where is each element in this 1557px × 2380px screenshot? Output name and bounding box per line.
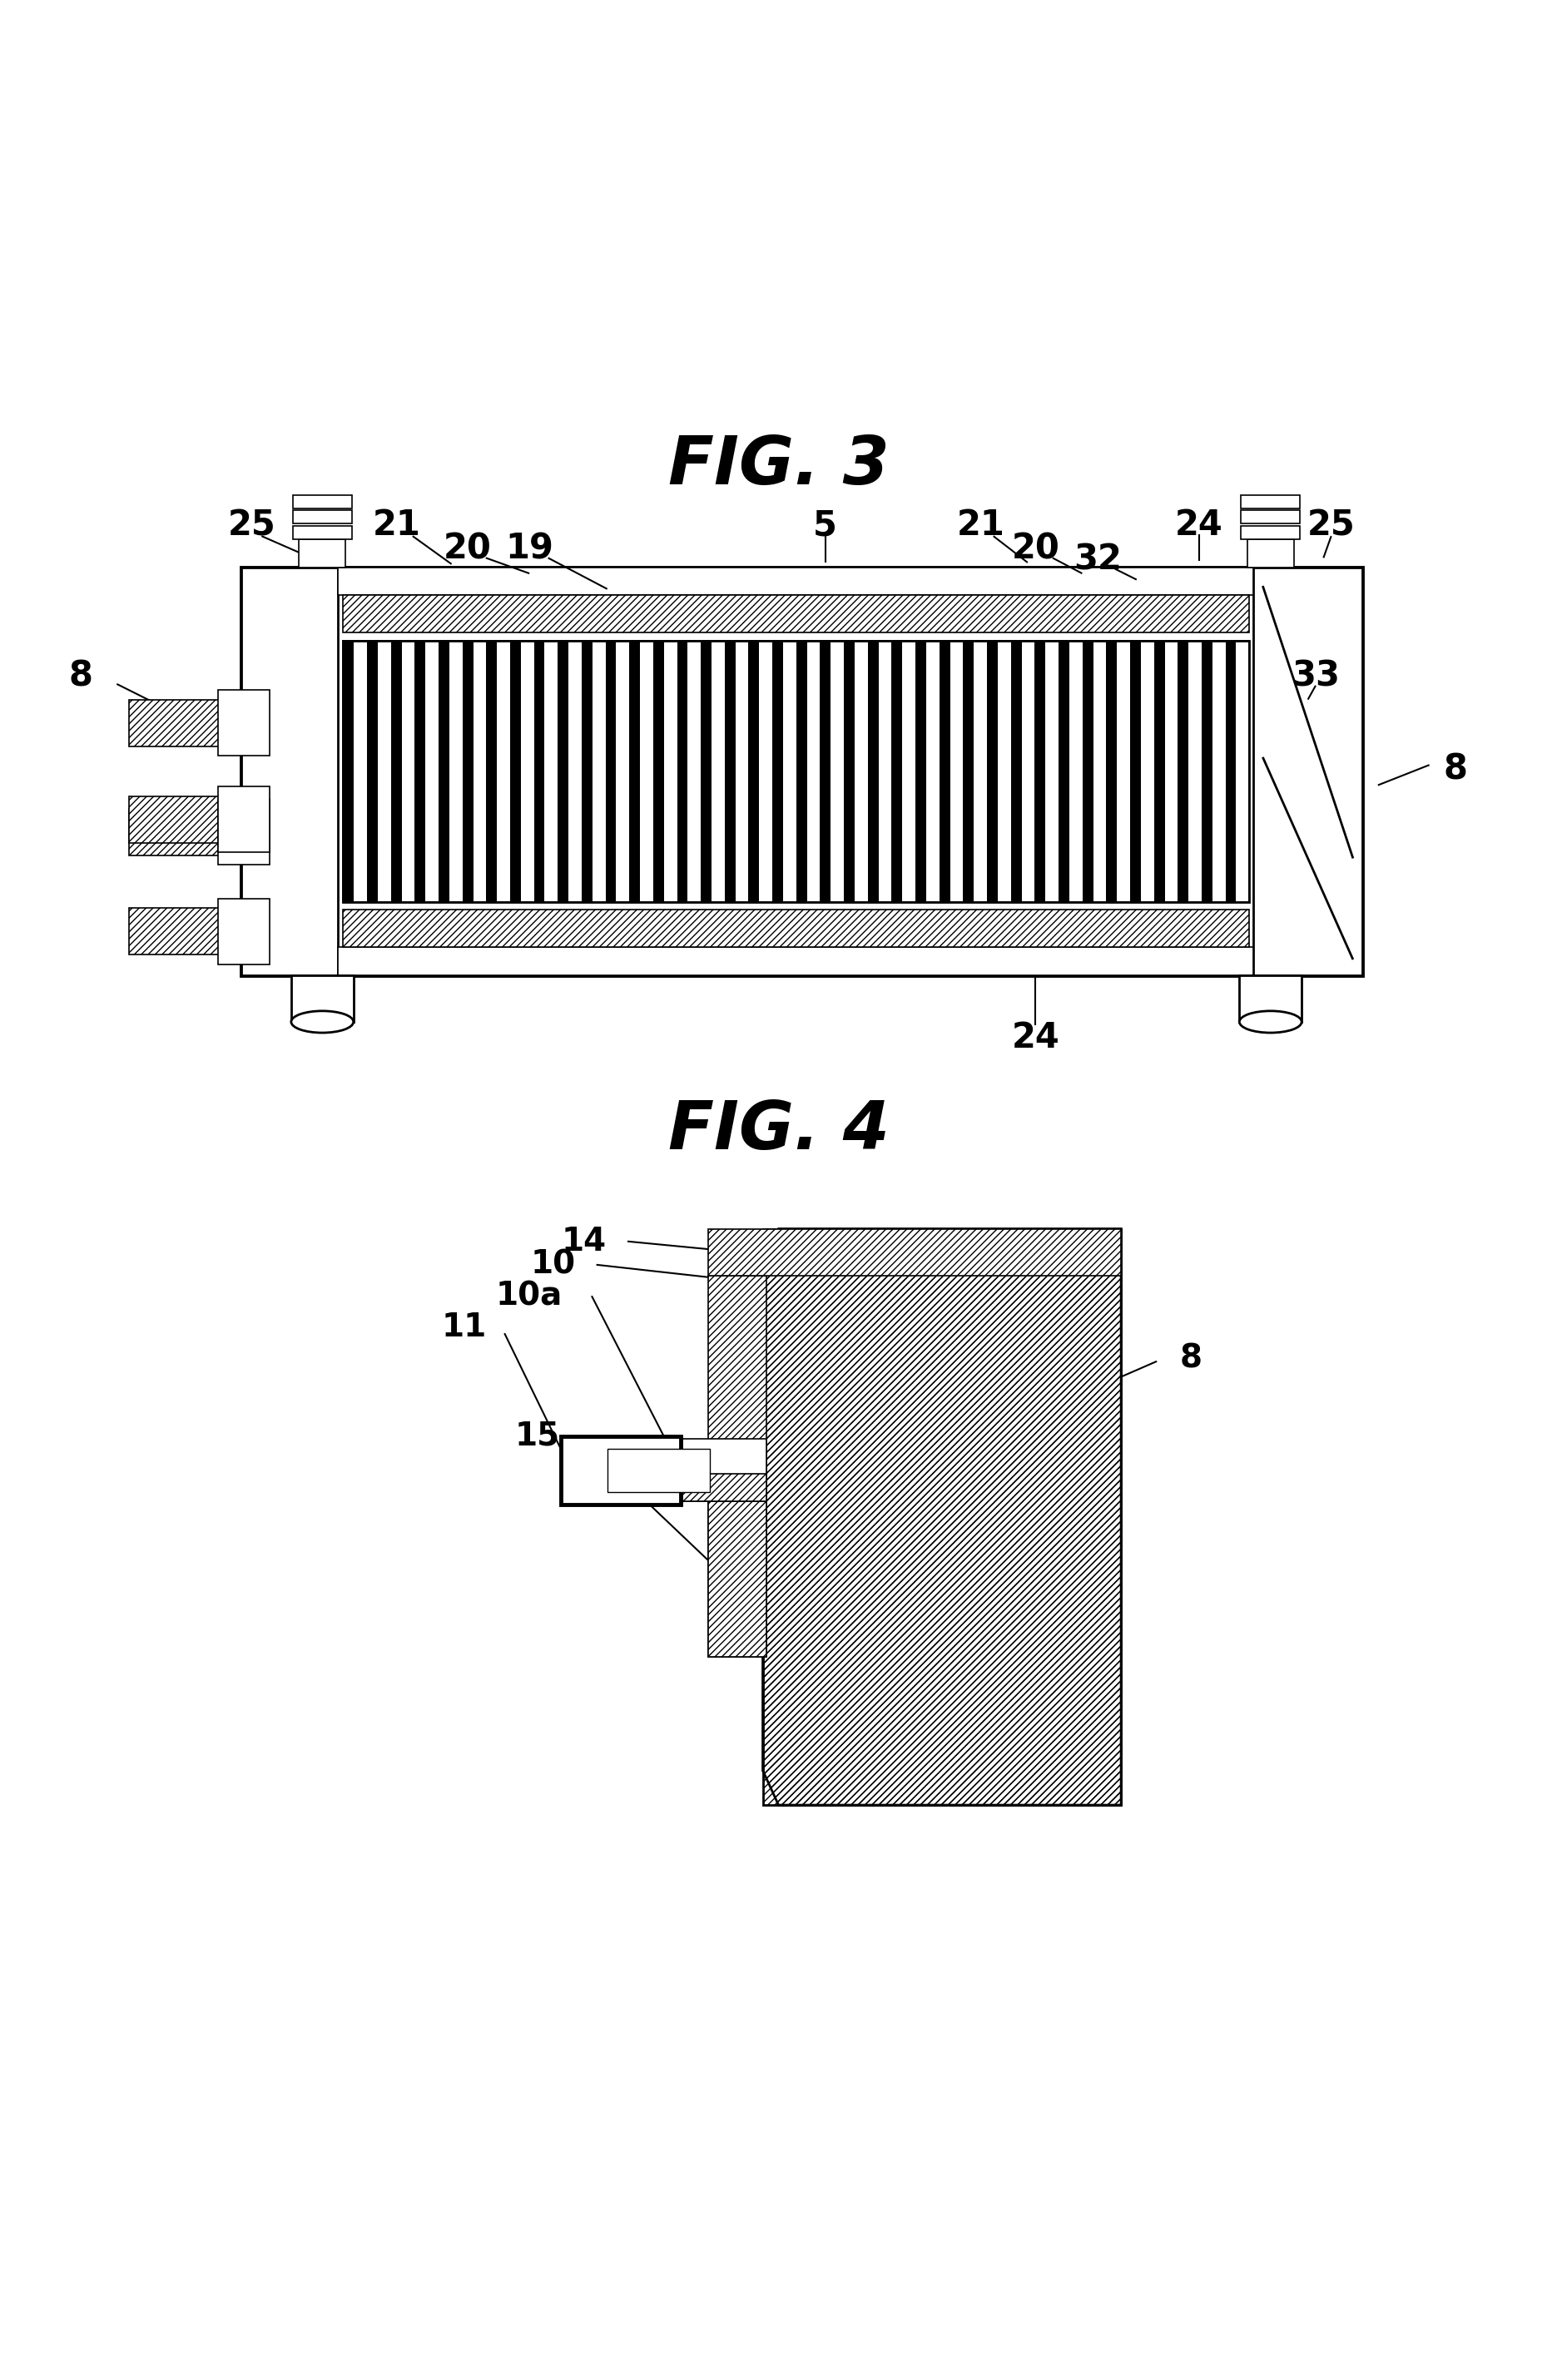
Ellipse shape	[291, 1012, 353, 1033]
Bar	[1253, 566, 1362, 976]
Bar	[557, 640, 568, 902]
Bar	[1082, 640, 1093, 902]
Text: 32: 32	[1074, 543, 1121, 576]
Text: 15: 15	[515, 1421, 559, 1452]
Bar	[218, 788, 269, 852]
Bar	[511, 640, 520, 902]
Bar	[1239, 976, 1302, 1021]
Bar	[218, 800, 269, 864]
Bar	[677, 1473, 766, 1502]
Bar	[652, 640, 663, 902]
Bar	[343, 595, 1249, 633]
Bar	[821, 640, 831, 902]
Bar	[1154, 640, 1165, 902]
Text: 33: 33	[1292, 659, 1339, 693]
Bar	[241, 566, 338, 976]
Bar	[677, 1440, 766, 1502]
Bar	[987, 640, 998, 902]
Text: 19: 19	[506, 531, 553, 566]
Bar	[367, 640, 378, 902]
Bar	[1177, 640, 1188, 902]
Text: 25: 25	[1308, 507, 1355, 543]
Bar	[606, 640, 617, 902]
Bar	[629, 640, 640, 902]
Text: 8: 8	[1180, 1342, 1202, 1373]
Bar	[129, 909, 241, 954]
Bar	[1130, 640, 1141, 902]
Text: 5: 5	[813, 507, 838, 543]
Text: 10: 10	[531, 1250, 575, 1280]
Bar	[561, 1435, 680, 1504]
Bar	[343, 640, 353, 902]
Bar	[414, 640, 425, 902]
Text: 24: 24	[1012, 1021, 1059, 1054]
Text: 8: 8	[69, 659, 93, 693]
Bar	[1105, 640, 1116, 902]
Bar	[129, 700, 241, 747]
Bar	[129, 809, 241, 854]
Text: 10a: 10a	[497, 1280, 562, 1311]
Text: 21: 21	[958, 507, 1004, 543]
Bar	[1241, 495, 1300, 507]
Bar	[677, 640, 688, 902]
Bar	[939, 640, 950, 902]
Bar	[338, 566, 1253, 595]
Bar	[916, 640, 926, 902]
Ellipse shape	[1239, 1012, 1302, 1033]
Bar	[293, 509, 352, 524]
Bar	[486, 640, 497, 902]
Bar	[462, 640, 473, 902]
Bar	[1059, 640, 1070, 902]
Polygon shape	[763, 1228, 1121, 1804]
Bar	[708, 1502, 766, 1656]
Bar	[534, 640, 545, 902]
Bar	[763, 1228, 1121, 1804]
Bar	[1035, 640, 1045, 902]
Text: 14: 14	[562, 1226, 606, 1257]
Bar	[708, 1228, 1121, 1276]
Bar	[1225, 640, 1236, 902]
Bar	[338, 947, 1253, 976]
Bar	[796, 640, 807, 902]
Bar	[293, 495, 352, 507]
Bar	[708, 1276, 766, 1656]
Bar	[1247, 540, 1294, 566]
Bar	[241, 566, 1362, 976]
Bar	[607, 1449, 710, 1492]
Bar	[293, 526, 352, 540]
Bar	[701, 640, 712, 902]
Bar	[1241, 526, 1300, 540]
Bar	[299, 540, 346, 566]
Bar	[772, 640, 783, 902]
Text: 24: 24	[1176, 507, 1222, 543]
Bar	[844, 640, 855, 902]
Bar	[1010, 640, 1021, 902]
Bar	[749, 640, 760, 902]
Bar	[724, 640, 735, 902]
Bar	[1202, 640, 1213, 902]
Bar	[892, 640, 903, 902]
Text: FIG. 4: FIG. 4	[668, 1100, 889, 1164]
Bar	[291, 976, 353, 1021]
Bar	[218, 900, 269, 964]
Bar	[964, 640, 973, 902]
Bar	[391, 640, 402, 902]
Text: 20: 20	[1012, 531, 1059, 566]
Bar	[343, 640, 1249, 902]
Bar	[343, 909, 1249, 947]
Text: 25: 25	[229, 507, 276, 543]
Bar	[582, 640, 592, 902]
Text: FIG. 3: FIG. 3	[668, 433, 889, 497]
Bar	[439, 640, 450, 902]
Bar	[218, 690, 269, 754]
Text: 8: 8	[1443, 752, 1468, 788]
Bar	[867, 640, 878, 902]
Text: 11: 11	[442, 1311, 486, 1342]
Text: 21: 21	[374, 507, 420, 543]
Text: 20: 20	[444, 531, 490, 566]
Bar	[343, 640, 1249, 902]
Bar	[129, 795, 241, 843]
Bar	[1241, 509, 1300, 524]
